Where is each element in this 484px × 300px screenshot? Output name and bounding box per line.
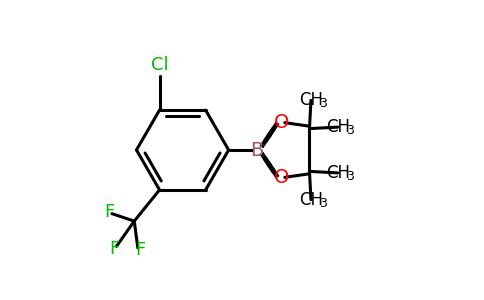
Text: CH: CH [299,190,323,208]
Text: 3: 3 [319,197,327,210]
Text: F: F [109,240,119,258]
Text: 3: 3 [346,170,354,183]
Text: CH: CH [299,92,323,110]
Text: B: B [250,140,264,160]
Text: CH: CH [326,118,350,136]
Text: F: F [136,241,146,259]
Text: 3: 3 [346,124,354,137]
Text: F: F [104,203,114,221]
Text: CH: CH [326,164,350,182]
Text: O: O [273,113,289,132]
Text: Cl: Cl [151,56,168,74]
Text: O: O [273,168,289,187]
Text: 3: 3 [319,98,327,110]
